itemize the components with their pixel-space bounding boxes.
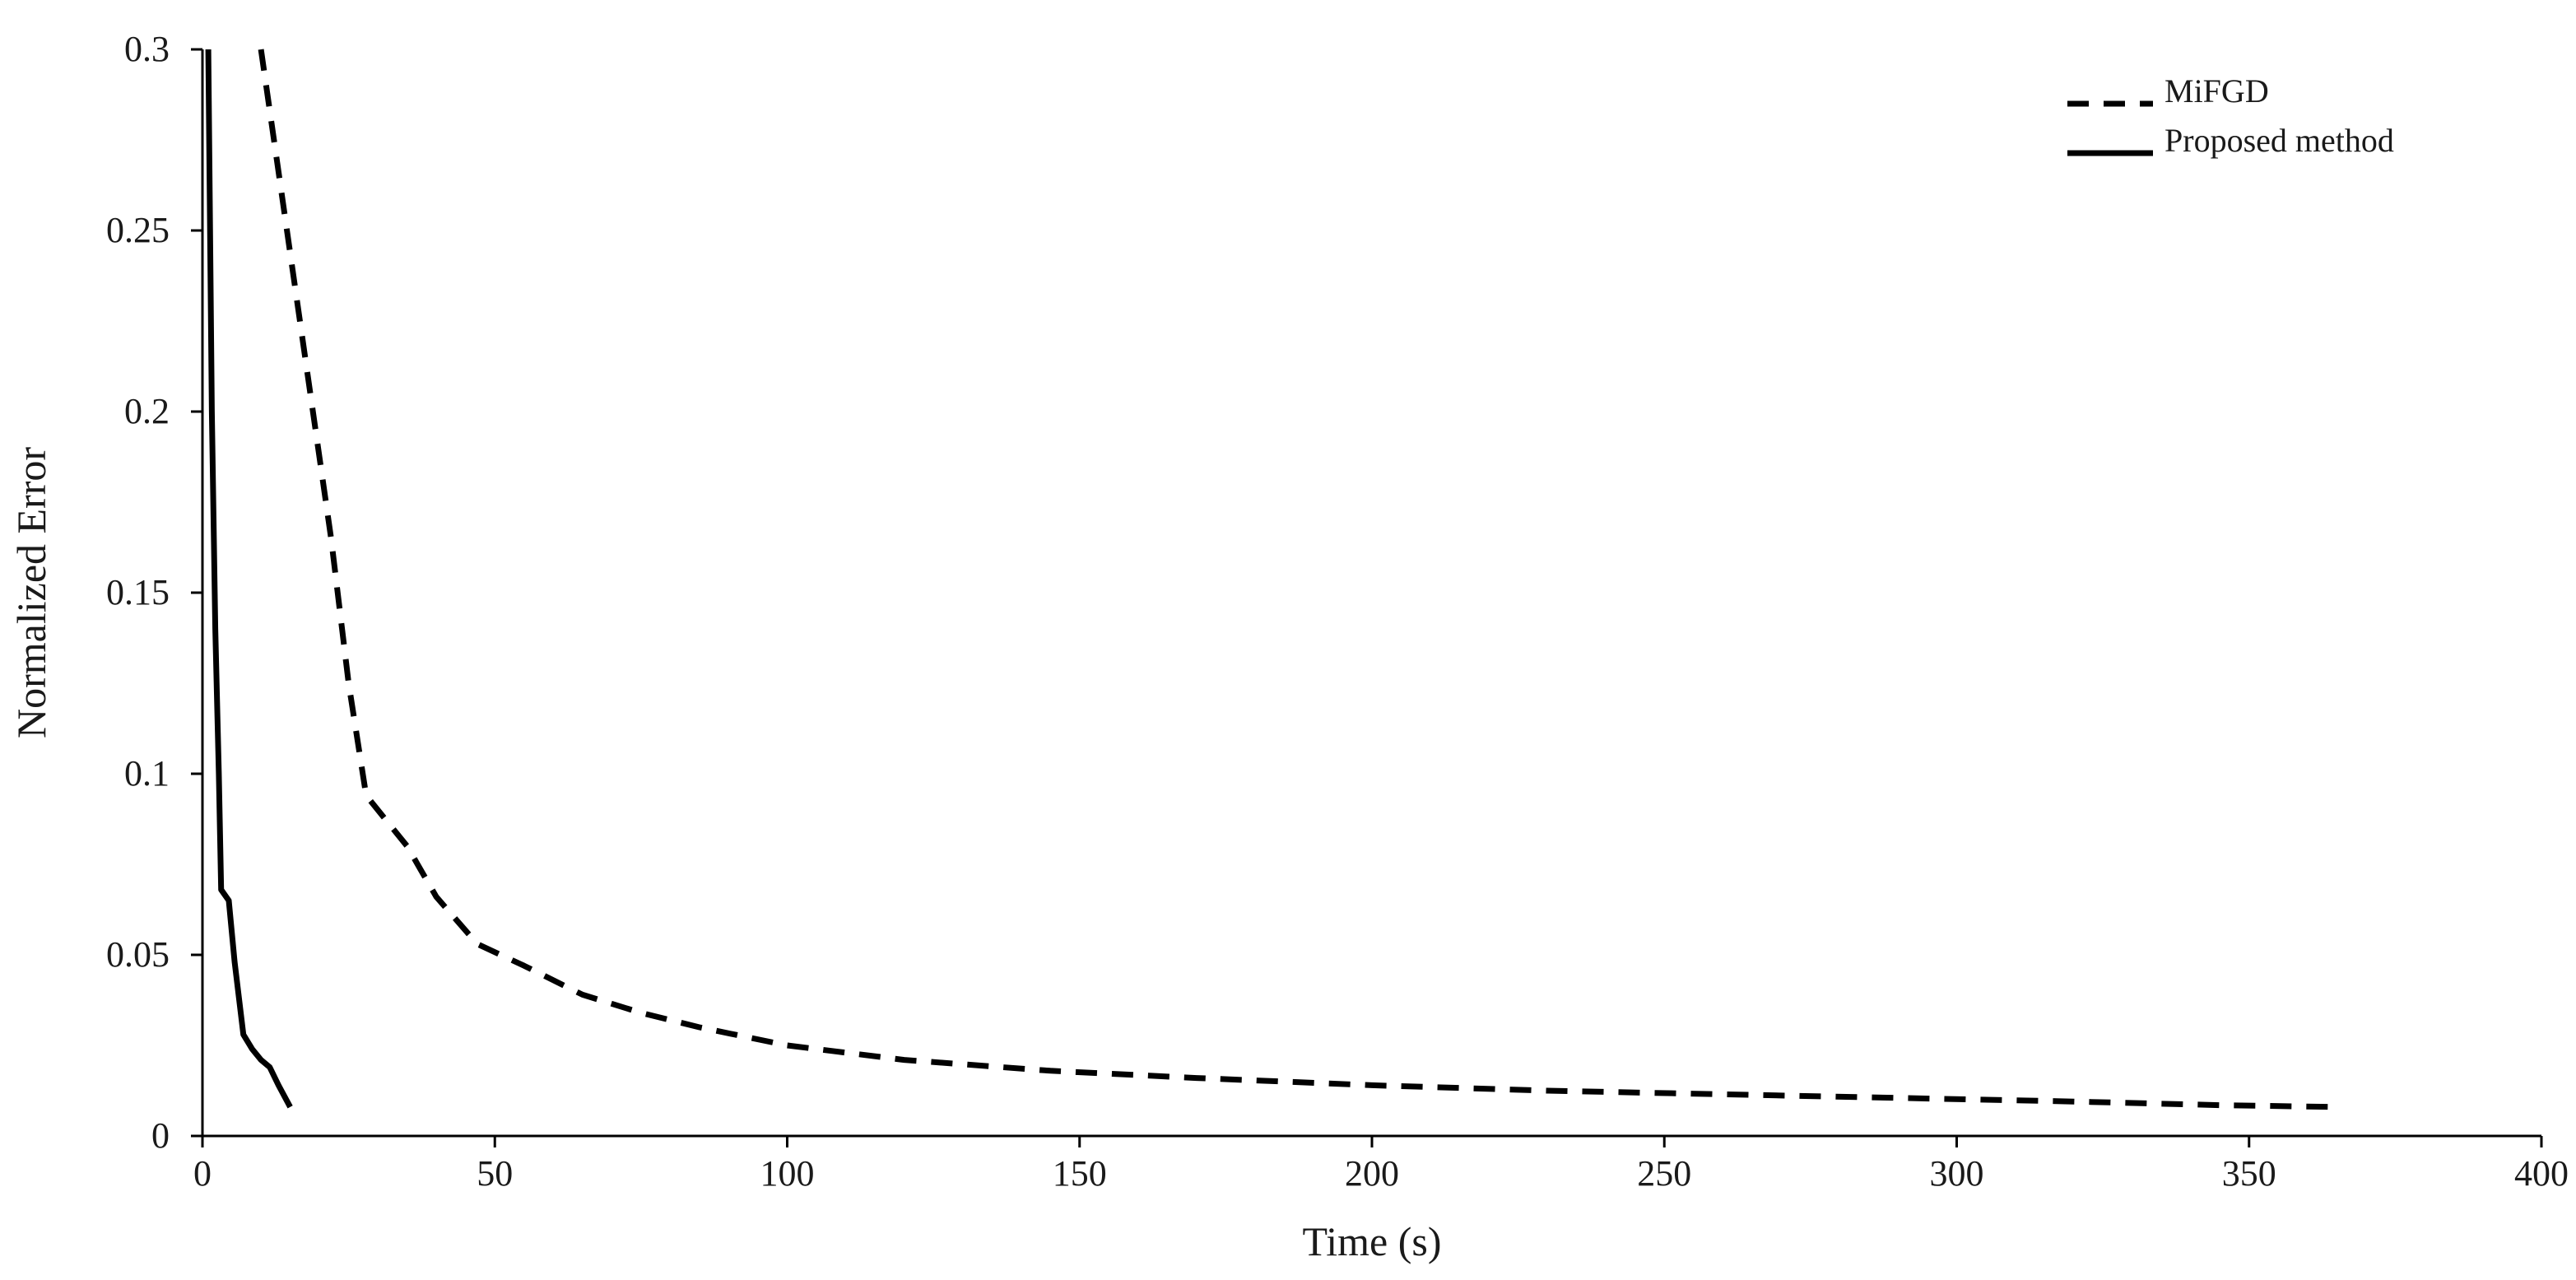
y-tick-label: 0.15 (106, 572, 170, 612)
legend-label: Proposed method (2164, 122, 2394, 159)
x-tick-label: 350 (2222, 1153, 2276, 1194)
y-axis-title: Normalized Error (8, 447, 54, 738)
x-tick-label: 150 (1053, 1153, 1107, 1194)
x-tick-label: 250 (1637, 1153, 1691, 1194)
x-tick-label: 400 (2514, 1153, 2569, 1194)
y-tick-label: 0 (151, 1115, 170, 1156)
series-lines (205, 49, 2337, 1110)
series-line-mifgd (258, 49, 2337, 1110)
legend: MiFGD Proposed method (2067, 72, 2394, 159)
x-tick-label: 200 (1345, 1153, 1399, 1194)
axes: 0 50 100 150 200 250 300 350 400 0 0.05 0.1 0.15 0.2 0… (106, 29, 2569, 1194)
y-tick-label: 0.25 (106, 210, 170, 250)
y-tick-label: 0.2 (124, 391, 170, 431)
x-tick-label: 0 (193, 1153, 212, 1194)
y-tick-label: 0.05 (106, 934, 170, 975)
series-line-proposed-method (205, 49, 293, 1109)
x-tick-label: 100 (760, 1153, 815, 1194)
x-tick-label: 300 (1930, 1153, 1984, 1194)
y-tick-label: 0.1 (124, 753, 170, 794)
legend-label: MiFGD (2164, 72, 2269, 109)
x-tick-label: 50 (477, 1153, 513, 1194)
y-tick-label: 0.3 (124, 29, 170, 69)
x-axis-title: Time (s) (1302, 1218, 1441, 1264)
